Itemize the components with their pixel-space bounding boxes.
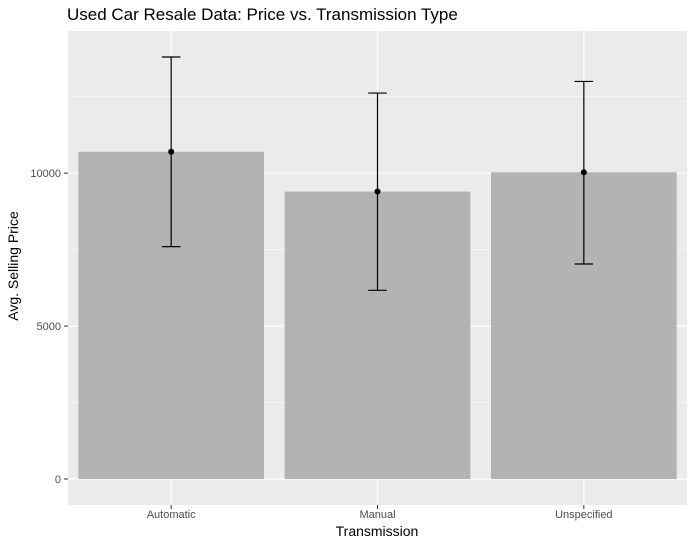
y-tick-label: 10000 (30, 168, 61, 180)
mean-points (168, 148, 587, 195)
point-manual (374, 188, 381, 195)
point-automatic (168, 148, 175, 155)
y-axis-title: Avg. Selling Price (5, 211, 21, 321)
y-tick-label: 0 (55, 474, 61, 486)
x-tick-label: Automatic (147, 509, 196, 521)
x-axis-title: Transmission (336, 523, 419, 539)
x-tick-label: Unspecified (555, 509, 612, 521)
y-axis: 0 5000 10000 (30, 168, 68, 486)
y-tick-label: 5000 (37, 321, 61, 333)
chart-title: Used Car Resale Data: Price vs. Transmis… (67, 5, 458, 24)
x-axis: Automatic Manual Unspecified (147, 505, 613, 521)
point-unspecified (580, 169, 587, 176)
x-tick-label: Manual (359, 509, 395, 521)
